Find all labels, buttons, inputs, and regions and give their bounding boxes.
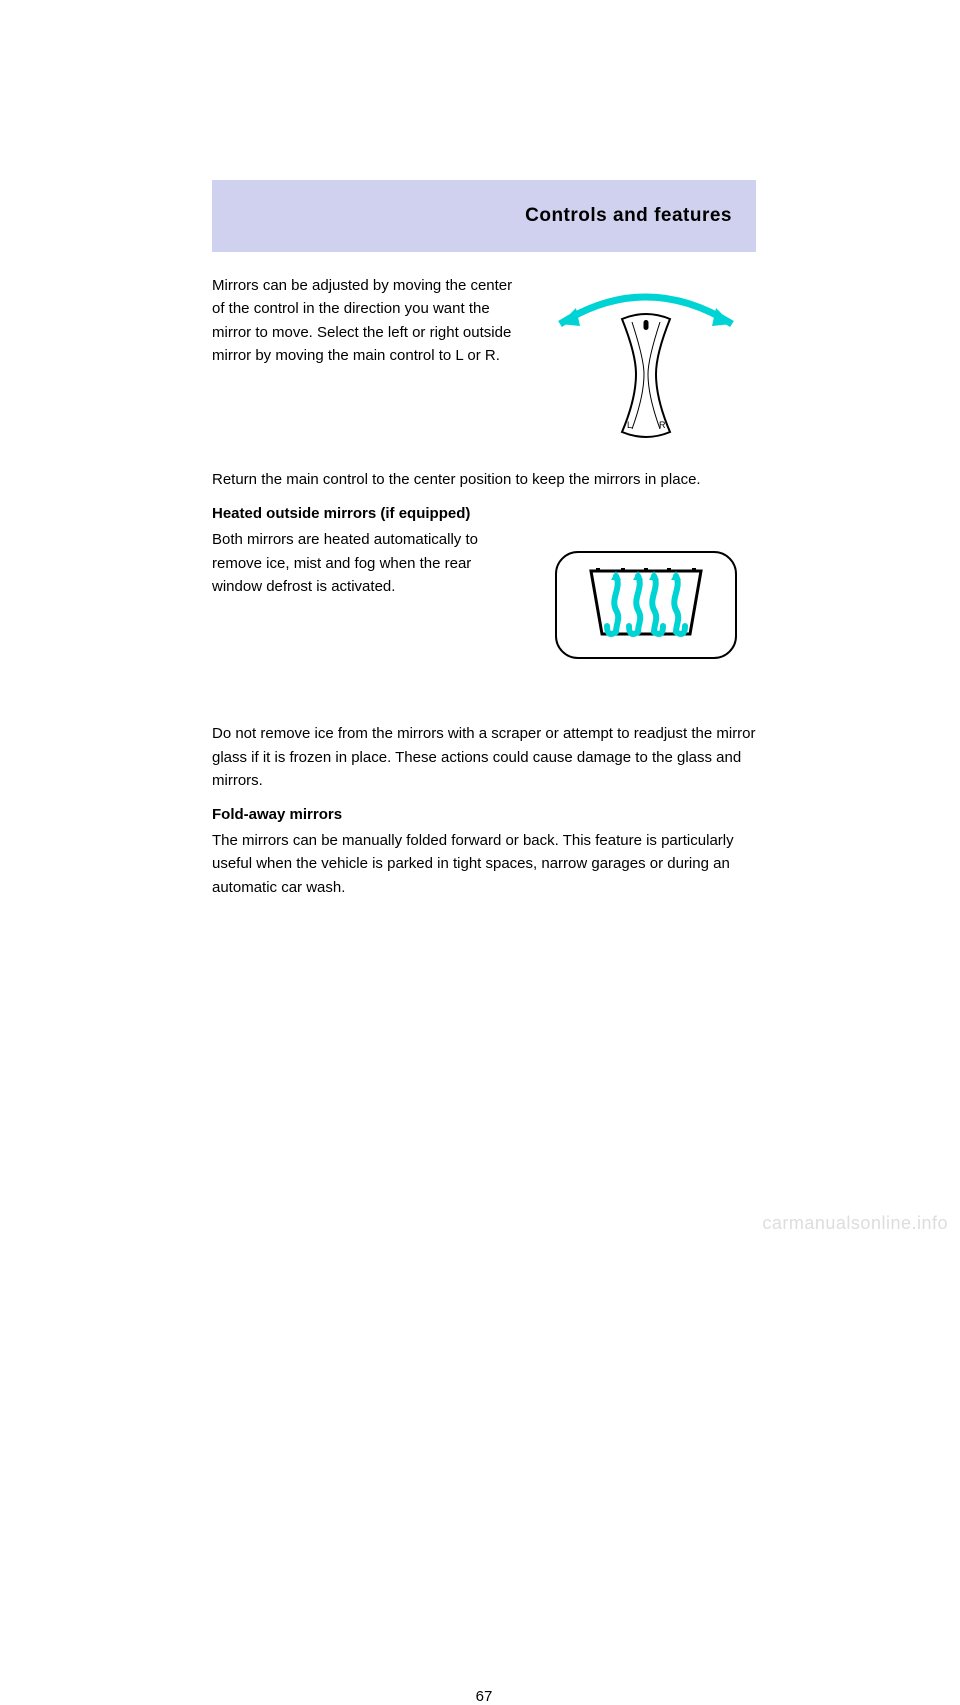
heated-mirrors-row: Both mirrors are heated automatically to… bbox=[212, 528, 756, 708]
page-container: Controls and features Mirrors can be adj… bbox=[212, 180, 756, 913]
header-band: Controls and features bbox=[212, 180, 756, 252]
page-title: Controls and features bbox=[525, 205, 732, 227]
heated-mirrors-text: Both mirrors are heated automatically to… bbox=[212, 528, 520, 708]
foldaway-heading-text: Fold-away mirrors bbox=[212, 806, 342, 823]
content-area: Mirrors can be adjusted by moving the ce… bbox=[212, 252, 756, 899]
svg-text:R: R bbox=[659, 420, 666, 430]
mirror-adjust-text: Mirrors can be adjusted by moving the ce… bbox=[212, 274, 520, 454]
heated-heading-text: Heated outside mirrors (if equipped) bbox=[212, 505, 470, 522]
defrost-figure bbox=[536, 528, 756, 708]
foldaway-text: The mirrors can be manually folded forwa… bbox=[212, 829, 756, 899]
foldaway-heading: Fold-away mirrors bbox=[212, 806, 756, 823]
no-scrape-text: Do not remove ice from the mirrors with … bbox=[212, 722, 756, 792]
mirror-adjust-row: Mirrors can be adjusted by moving the ce… bbox=[212, 274, 756, 454]
mirror-control-figure: L R bbox=[536, 274, 756, 454]
heated-mirrors-heading: Heated outside mirrors (if equipped) bbox=[212, 505, 756, 522]
svg-text:L: L bbox=[627, 420, 632, 430]
page-number: 67 bbox=[212, 1688, 756, 1705]
return-control-text: Return the main control to the center po… bbox=[212, 468, 756, 491]
watermark: carmanualsonline.info bbox=[762, 1213, 948, 1234]
